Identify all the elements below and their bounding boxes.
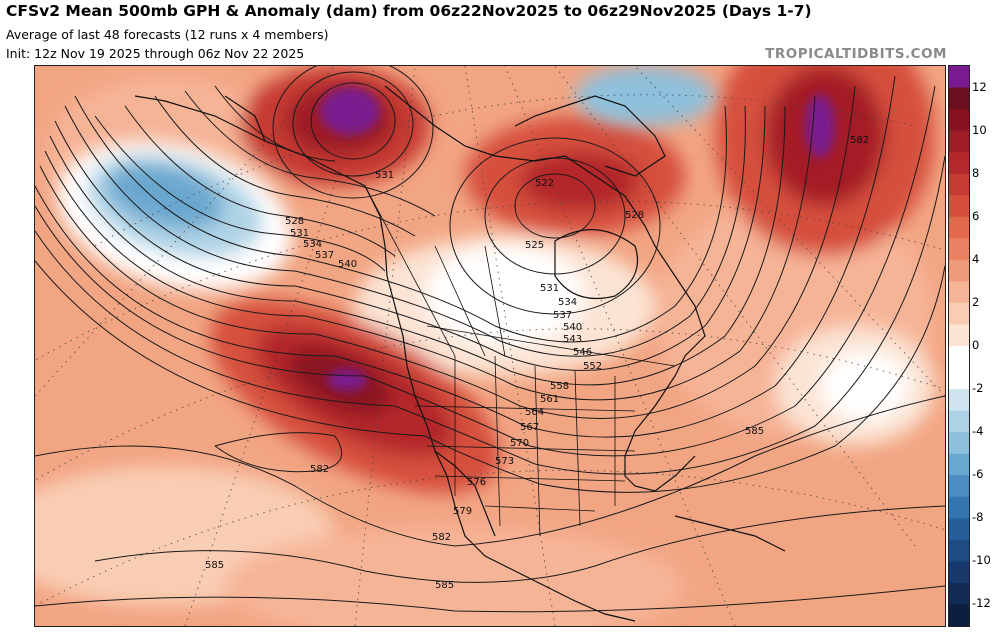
colorbar-tick-label: 8 (972, 165, 980, 180)
contour-label-552-e: 552 (583, 361, 602, 372)
colorbar-tick-label: 6 (972, 208, 980, 223)
colorbar (948, 65, 970, 627)
contour-label-531-e: 531 (540, 283, 559, 294)
contour-label-525-hudson: 525 (525, 240, 544, 251)
contour-label-534-w: 534 (303, 239, 322, 250)
contour-label-522-hudson: 522 (535, 178, 554, 189)
colorbar-bin (949, 453, 969, 476)
colorbar-bin (949, 130, 969, 153)
colorbar-tick-label: 4 (972, 251, 980, 266)
colorbar-bin (949, 302, 969, 325)
colorbar-tick-label: 2 (972, 294, 980, 309)
colorbar-bin (949, 432, 969, 455)
contour-label-546-e: 546 (573, 347, 592, 358)
contour-label-534-e: 534 (558, 297, 577, 308)
colorbar-bin (949, 87, 969, 110)
contour-label-582-pac: 582 (310, 464, 329, 475)
contour-label-585-atl: 585 (745, 426, 764, 437)
contour-label-579: 579 (453, 506, 472, 517)
contour-label-543-e: 543 (563, 334, 582, 345)
colorbar-tick-label: 12 (972, 79, 987, 94)
height-contours (35, 66, 945, 613)
map-panel: 531 528 531 534 537 540 522 525 528 531 534 537 540 5… (34, 65, 946, 627)
contour-label-576: 576 (467, 477, 486, 488)
map-title: CFSv2 Mean 500mb GPH & Anomaly (dam) fro… (6, 2, 812, 20)
colorbar-bin (949, 216, 969, 239)
contour-label-528-w: 528 (285, 216, 304, 227)
colorbar-bin (949, 367, 969, 390)
contour-label-585-s: 585 (435, 580, 454, 591)
contour-label-540-w: 540 (338, 259, 357, 270)
contour-label-531-w: 531 (290, 228, 309, 239)
colorbar-tick-label: 10 (972, 122, 987, 137)
contour-label-528-e: 528 (625, 210, 644, 221)
colorbar-tick-label: -8 (972, 510, 984, 525)
colorbar-bin (949, 389, 969, 412)
init-time: Init: 12z Nov 19 2025 through 06z Nov 22… (6, 46, 305, 61)
colorbar-tick-label: -6 (972, 467, 984, 482)
colorbar-bin (949, 518, 969, 541)
contour-label-567: 567 (520, 422, 539, 433)
contour-label-561: 561 (540, 394, 559, 405)
colorbar-bin (949, 539, 969, 562)
state-borders (364, 185, 676, 537)
colorbar-bin (949, 561, 969, 584)
contour-label-585-sw: 585 (205, 560, 224, 571)
colorbar-tick-label: -2 (972, 381, 984, 396)
colorbar-bin (949, 324, 969, 347)
coastlines (134, 85, 786, 622)
contour-label-537-e: 537 (553, 310, 572, 321)
contour-label-558: 558 (550, 381, 569, 392)
colorbar-tick-label: 0 (972, 338, 980, 352)
colorbar-bin (949, 238, 969, 261)
colorbar-bin (949, 173, 969, 196)
contour-label-564: 564 (525, 407, 544, 418)
contour-label-582-atl: 582 (850, 135, 869, 146)
colorbar-tick-label: -12 (972, 596, 991, 611)
contour-label-582-baja: 582 (432, 532, 451, 543)
colorbar-bin (949, 66, 969, 89)
anomaly-shading (35, 66, 945, 626)
contour-label-540-e: 540 (563, 322, 582, 333)
colorbar-bin (949, 475, 969, 498)
lat-lon-graticule (35, 66, 945, 626)
colorbar-bin (949, 582, 969, 605)
colorbar-bin (949, 410, 969, 433)
brand-watermark: TROPICALTIDBITS.COM (765, 46, 947, 62)
colorbar-bin (949, 259, 969, 282)
contour-labels: 5315285315345375405225255285315345375405… (205, 135, 869, 591)
map-subtitle: Average of last 48 forecasts (12 runs x … (6, 27, 329, 42)
contour-label-570: 570 (510, 438, 529, 449)
colorbar-bin (949, 109, 969, 132)
colorbar-bin (949, 195, 969, 218)
colorbar-bin (949, 496, 969, 519)
contour-label-573: 573 (495, 456, 514, 467)
colorbar-bin (949, 152, 969, 175)
colorbar-bin (949, 346, 969, 369)
contour-label-537-w: 537 (315, 250, 334, 261)
colorbar-bin (949, 281, 969, 304)
colorbar-tick-label: -4 (972, 424, 984, 439)
colorbar-bin (949, 604, 969, 626)
contour-label-531-gulf-alaska: 531 (375, 170, 394, 181)
colorbar-tick-label: -10 (972, 553, 991, 568)
